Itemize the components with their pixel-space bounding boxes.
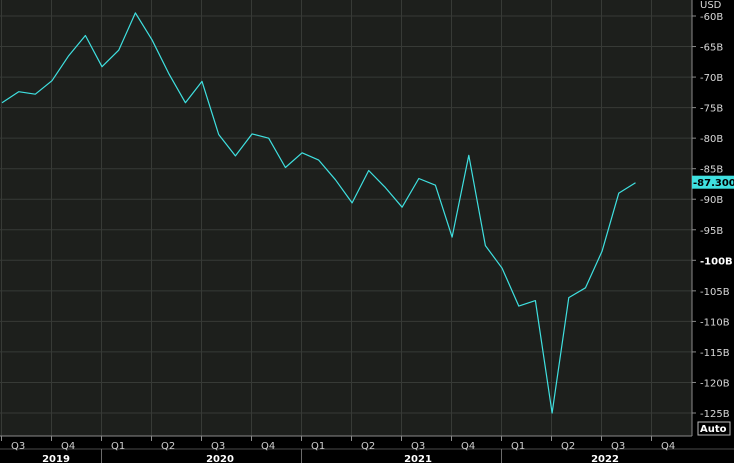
y-tick-label: -100B — [700, 256, 733, 267]
x-tick-label: Q3 — [611, 441, 625, 452]
y-tick-label: -110B — [700, 317, 730, 328]
x-tick-label: Q4 — [261, 441, 275, 452]
unit-label: USD — [700, 0, 722, 11]
y-tick-label: -120B — [700, 378, 730, 389]
x-tick-label: Q3 — [411, 441, 425, 452]
x-tick-label: Q4 — [661, 441, 675, 452]
x-tick-label: Q2 — [161, 441, 175, 452]
year-label: 2021 — [404, 454, 432, 463]
y-tick-label: -65B — [700, 43, 723, 54]
y-tick-label: -125B — [700, 409, 730, 420]
last-value-box — [692, 175, 734, 189]
auto-scale-button[interactable]: Auto — [697, 421, 731, 436]
y-tick-label: -70B — [700, 73, 723, 84]
y-tick-label: -90B — [700, 195, 723, 206]
year-label: 2020 — [206, 454, 234, 463]
series-layer — [1, 12, 636, 414]
x-tick-label: Q3 — [11, 441, 25, 452]
x-tick-label: Q1 — [311, 441, 325, 452]
x-tick-label: Q4 — [61, 441, 75, 452]
y-tick-label: -105B — [700, 287, 730, 298]
series-line — [1, 12, 636, 414]
x-tick-label: Q2 — [361, 441, 375, 452]
last-value-label: -87.300 — [693, 178, 734, 189]
horizontal-gridlines — [0, 15, 692, 414]
y-axis-ticks: -60B -65B -70B -75B -80B -85B -90B -95B -100B -10… — [692, 12, 733, 420]
y-tick-label: -75B — [700, 104, 723, 115]
x-tick-label: Q4 — [461, 441, 475, 452]
y-tick-label: -95B — [700, 226, 723, 237]
last-value-marker: -87.300 — [692, 175, 734, 189]
y-tick-label: -60B — [700, 12, 723, 23]
plot-background — [0, 0, 692, 436]
x-tick-label: Q3 — [211, 441, 225, 452]
vertical-gridlines — [1, 0, 652, 436]
x-tick-label: Q1 — [511, 441, 525, 452]
y-axis-background — [692, 0, 734, 463]
x-tick-label: Q1 — [111, 441, 125, 452]
y-tick-label: -80B — [700, 134, 723, 145]
x-tick-label: Q2 — [561, 441, 575, 452]
year-label: 2022 — [591, 454, 619, 463]
auto-scale-label[interactable]: Auto — [700, 424, 727, 435]
year-axis-ticks: 2019 2020 2021 2022 — [42, 449, 619, 463]
y-tick-label: -115B — [700, 348, 730, 359]
x-axis-ticks: Q3 Q4 Q1 Q2 Q3 Q4 Q1 Q2 Q3 Q4 Q1 Q2 Q3 Q4 — [1, 436, 675, 452]
y-tick-label: -85B — [700, 165, 723, 176]
auto-scale-box[interactable] — [697, 421, 731, 436]
year-label: 2019 — [42, 454, 70, 463]
